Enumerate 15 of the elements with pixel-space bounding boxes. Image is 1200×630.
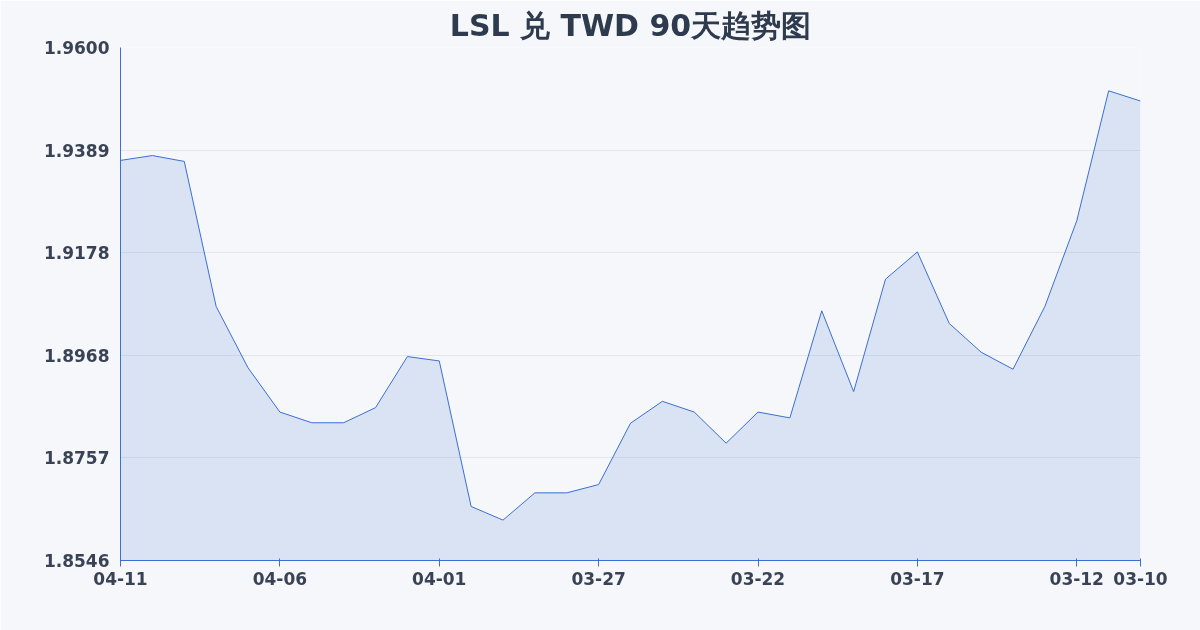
y-tick-label: 1.8757 <box>43 448 110 469</box>
y-tick-label: 1.8968 <box>43 345 110 366</box>
y-tick-label: 1.9178 <box>43 243 110 264</box>
x-tick-label: 03-22 <box>730 568 786 589</box>
x-tick-label: 04-01 <box>412 568 467 589</box>
x-tick-label: 04-06 <box>252 568 308 589</box>
x-tick-label: 03-10 <box>1113 568 1168 589</box>
x-tick-label: 04-11 <box>93 568 148 589</box>
chart-title: LSL 兑 TWD 90天趋势图 <box>449 7 812 43</box>
x-tick-label: 03-27 <box>571 568 626 589</box>
x-tick-label: 03-12 <box>1049 568 1104 589</box>
y-tick-label: 1.9600 <box>43 38 110 58</box>
x-tick-label: 03-17 <box>890 568 945 589</box>
y-tick-label: 1.9389 <box>43 140 110 161</box>
y-tick-label: 1.8546 <box>43 551 110 571</box>
